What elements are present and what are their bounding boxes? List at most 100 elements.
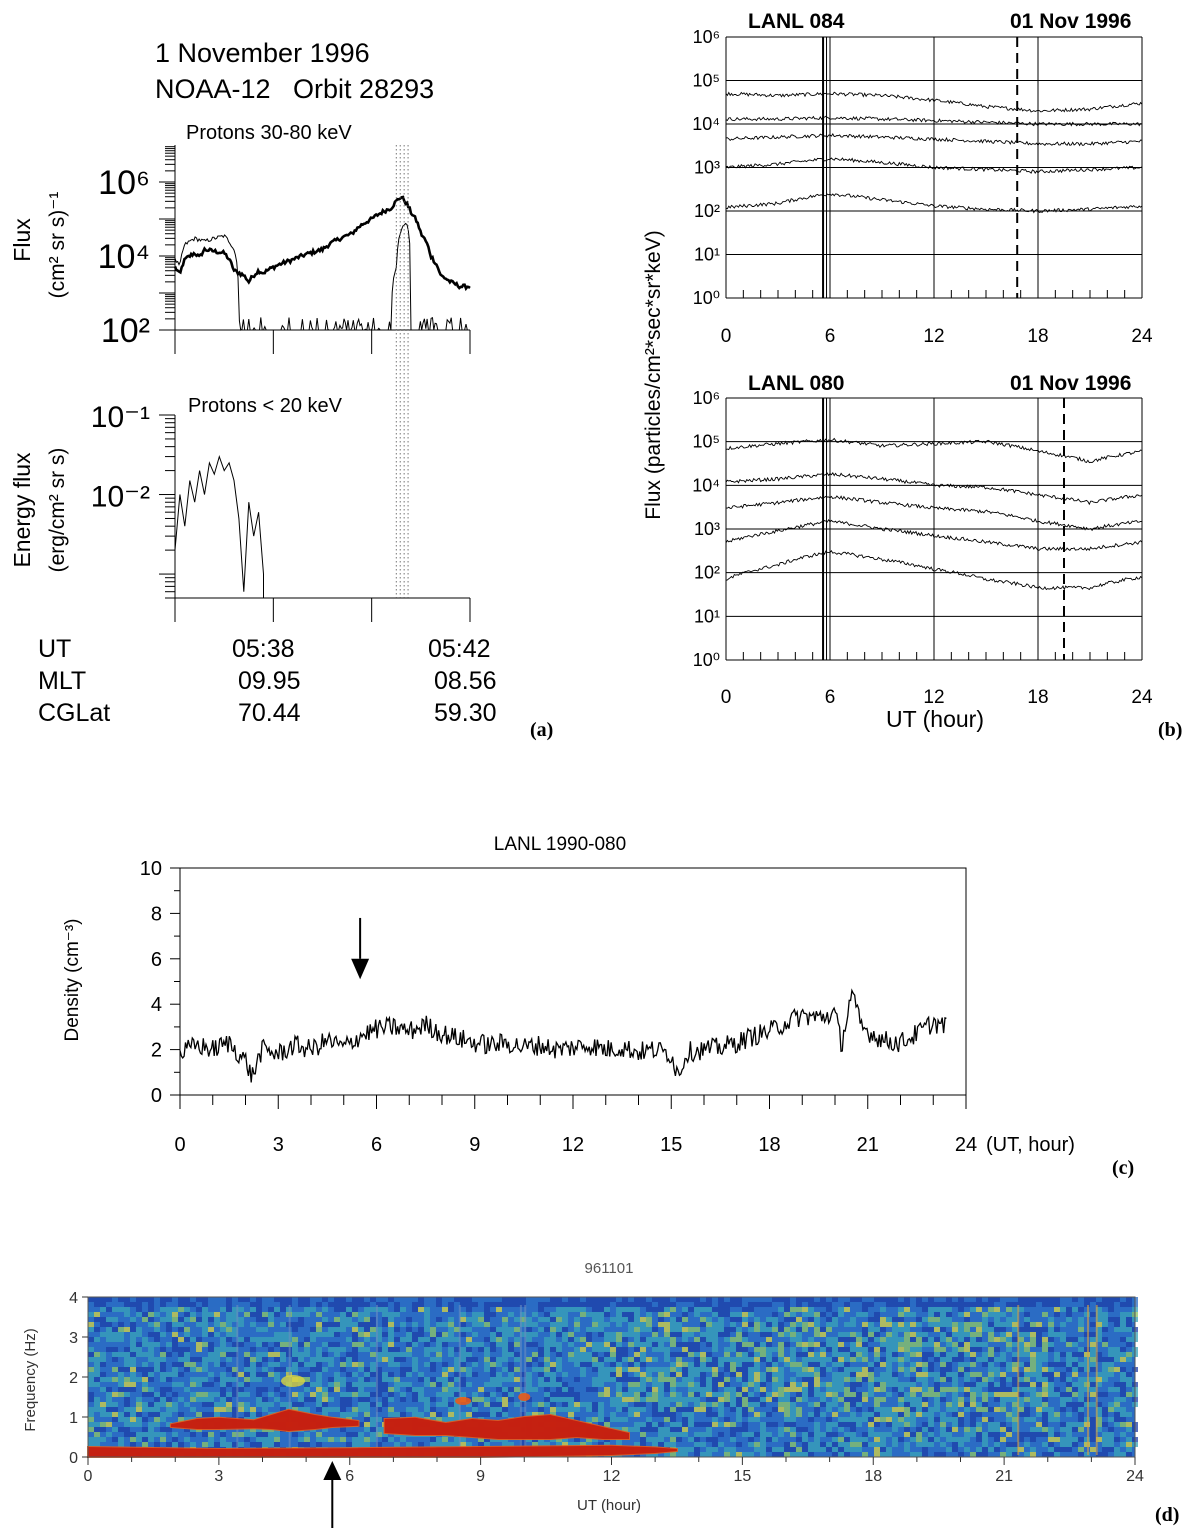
panel-d-texture-cell xyxy=(850,1342,856,1347)
panel-d-texture-cell xyxy=(994,1437,1000,1442)
panel-d-texture-cell xyxy=(640,1387,646,1392)
panel-d-texture-cell xyxy=(724,1362,730,1367)
panel-d-texture-cell xyxy=(502,1387,508,1392)
panel-d-texture-cell xyxy=(616,1352,622,1357)
panel-d-ytick-label: 4 xyxy=(69,1290,78,1307)
panel-d-texture-cell xyxy=(106,1432,112,1437)
panel-d-texture-cell xyxy=(532,1357,538,1362)
panel-d-texture-cell xyxy=(718,1317,724,1322)
panel-d-texture-cell xyxy=(634,1332,640,1337)
panel-d-texture-cell xyxy=(514,1337,520,1342)
panel-d-texture-cell xyxy=(598,1367,604,1372)
panel-d-texture-cell xyxy=(328,1332,334,1337)
panel-d-texture-cell xyxy=(1084,1417,1090,1422)
panel-d-texture-cell xyxy=(706,1402,712,1407)
panel-d-xtick-label: 12 xyxy=(603,1468,621,1485)
panel-d-texture-cell xyxy=(622,1347,628,1352)
panel-d-texture-cell xyxy=(304,1407,310,1412)
panel-d-texture-cell xyxy=(388,1322,394,1327)
panel-d-texture-cell xyxy=(1024,1387,1030,1392)
panel-d-texture-cell xyxy=(1018,1397,1024,1402)
panel-d-texture-cell xyxy=(634,1307,640,1312)
panel-d-texture-cell xyxy=(820,1432,826,1437)
panel-d-texture-cell xyxy=(514,1377,520,1382)
panel-d-texture-cell xyxy=(394,1377,400,1382)
panel-d-texture-cell xyxy=(730,1387,736,1392)
panel-d-texture-cell xyxy=(670,1352,676,1357)
panel-d-texture-cell xyxy=(1012,1327,1018,1332)
panel-d-texture-cell xyxy=(1054,1312,1060,1317)
panel-d-texture-cell xyxy=(88,1337,94,1342)
panel-d-texture-cell xyxy=(634,1342,640,1347)
panel-d-texture-cell xyxy=(700,1307,706,1312)
panel-d-texture-cell xyxy=(112,1317,118,1322)
panel-d-texture-cell xyxy=(538,1352,544,1357)
panel-d-texture-cell xyxy=(706,1377,712,1382)
panel-d-texture-cell xyxy=(1054,1452,1060,1457)
panel-d-texture-cell xyxy=(1048,1417,1054,1422)
panel-d-texture-cell xyxy=(178,1357,184,1362)
panel-d-texture-cell xyxy=(1108,1442,1114,1447)
panel-d-texture-cell xyxy=(772,1447,778,1452)
panel-d-texture-cell xyxy=(760,1392,766,1397)
panel-d-texture-cell xyxy=(340,1362,346,1367)
panel-d-texture-cell xyxy=(1096,1422,1102,1427)
panel-d-texture-cell xyxy=(694,1432,700,1437)
panel-d-texture-cell xyxy=(856,1332,862,1337)
panel-d-texture-cell xyxy=(430,1382,436,1387)
panel-d-texture-cell xyxy=(148,1392,154,1397)
panel-d-texture-cell xyxy=(172,1437,178,1442)
panel-d-texture-cell xyxy=(256,1432,262,1437)
panel-d-texture-cell xyxy=(880,1447,886,1452)
panel-d-texture-cell xyxy=(664,1442,670,1447)
panel-d-texture-cell xyxy=(154,1422,160,1427)
panel-d-texture-cell xyxy=(226,1382,232,1387)
panel-d-texture-cell xyxy=(490,1357,496,1362)
panel-d-texture-cell xyxy=(742,1347,748,1352)
panel-d-texture-cell xyxy=(190,1362,196,1367)
panel-d-texture-cell xyxy=(640,1327,646,1332)
panel-d-texture-cell xyxy=(214,1322,220,1327)
panel-d-texture-cell xyxy=(148,1332,154,1337)
panel-d-texture-cell xyxy=(934,1357,940,1362)
panel-d-texture-cell xyxy=(178,1297,184,1302)
panel-d-texture-cell xyxy=(1084,1387,1090,1392)
panel-d-texture-cell xyxy=(1066,1412,1072,1417)
panel-d-texture-cell xyxy=(1108,1427,1114,1432)
footer-label-mlt: MLT xyxy=(38,667,86,695)
panel-d-texture-cell xyxy=(1102,1377,1108,1382)
panel-d-texture-cell xyxy=(724,1347,730,1352)
panel-d-texture-cell xyxy=(460,1442,466,1447)
panel-d-texture-cell xyxy=(862,1412,868,1417)
panel-d-texture-cell xyxy=(1024,1367,1030,1372)
panel-d-texture-cell xyxy=(880,1442,886,1447)
panel-d-texture-cell xyxy=(424,1312,430,1317)
panel-d-texture-cell xyxy=(934,1312,940,1317)
panel-a-sub2-title: Protons < 20 keV xyxy=(188,395,343,417)
panel-d-texture-cell xyxy=(796,1322,802,1327)
panel-d-texture-cell xyxy=(538,1317,544,1322)
panel-d-texture-cell xyxy=(754,1412,760,1417)
panel-d-texture-cell xyxy=(442,1397,448,1402)
panel-d-texture-cell xyxy=(1078,1327,1084,1332)
panel-d-texture-cell xyxy=(364,1307,370,1312)
panel-d-texture-cell xyxy=(1066,1392,1072,1397)
panel-d-streak xyxy=(1095,1305,1098,1455)
panel-d-texture-cell xyxy=(412,1307,418,1312)
panel-d-texture-cell xyxy=(664,1297,670,1302)
panel-d-texture-cell xyxy=(844,1337,850,1342)
panel-d-texture-cell xyxy=(106,1347,112,1352)
panel-d-texture-cell xyxy=(898,1312,904,1317)
panel-d-texture-cell xyxy=(220,1337,226,1342)
panel-d-texture-cell xyxy=(544,1367,550,1372)
panel-d-texture-cell xyxy=(94,1397,100,1402)
panel-d-texture-cell xyxy=(424,1297,430,1302)
panel-c-xtick-label: 0 xyxy=(174,1134,185,1156)
panel-d-texture-cell xyxy=(826,1427,832,1432)
panel-d-texture-cell xyxy=(1012,1422,1018,1427)
panel-d-texture-cell xyxy=(454,1437,460,1442)
panel-d-texture-cell xyxy=(220,1392,226,1397)
panel-d-texture-cell xyxy=(910,1417,916,1422)
panel-d-texture-cell xyxy=(844,1372,850,1377)
